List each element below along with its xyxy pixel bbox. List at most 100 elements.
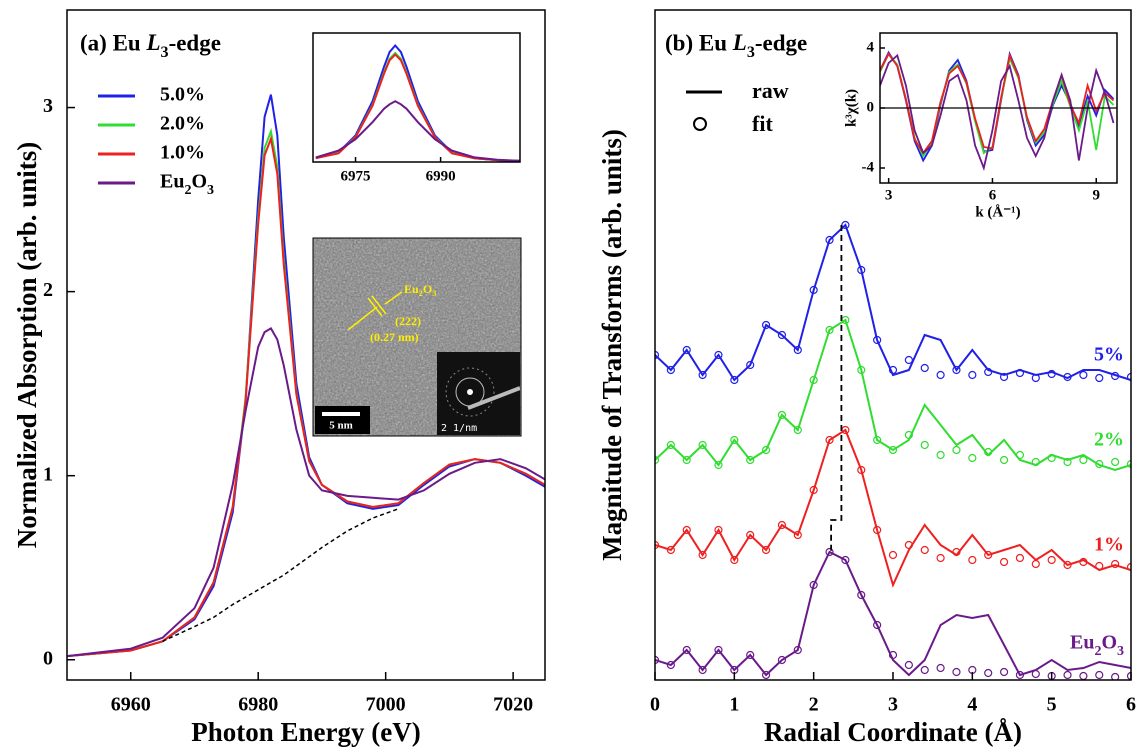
scale-bar-label: 5 nm xyxy=(329,420,353,432)
x-tick-label: 7020 xyxy=(493,694,533,716)
fit-point xyxy=(857,265,866,275)
fit-point xyxy=(936,663,945,673)
fit-point xyxy=(1031,559,1040,569)
lattice-arrow xyxy=(384,291,403,305)
fit-point xyxy=(952,365,961,375)
fit-point xyxy=(1111,457,1120,467)
inset-y-label: k³χ(k) xyxy=(843,89,859,127)
fit-point xyxy=(1031,457,1040,467)
fit-point xyxy=(968,555,977,565)
y-tick-label: 1 xyxy=(43,463,53,485)
fit-point xyxy=(682,345,691,355)
fit-point xyxy=(666,440,675,450)
phase-label: Eu2O3 xyxy=(404,282,436,299)
fit-point xyxy=(746,650,755,660)
axes-frame xyxy=(654,9,1132,681)
fit-point xyxy=(777,520,787,530)
fit-point xyxy=(1047,369,1056,379)
panel-title: (a) Eu L3-edge xyxy=(80,30,221,61)
raw-line xyxy=(655,550,1131,677)
fit-point xyxy=(655,540,660,550)
fit-point xyxy=(857,465,866,475)
inset-absorption-line xyxy=(315,100,520,162)
series-label: 5% xyxy=(1094,344,1124,366)
fit-point xyxy=(777,410,787,420)
fit-point xyxy=(1111,672,1120,680)
fit-point xyxy=(873,620,882,630)
plane-label: (222) xyxy=(395,314,421,328)
fit-point xyxy=(936,370,945,380)
fit-point xyxy=(730,435,739,445)
fit-point xyxy=(1095,459,1104,469)
fit-point xyxy=(1079,455,1088,465)
x-tick-label: 3 xyxy=(888,694,898,716)
series-label: Eu2O3 xyxy=(1070,632,1124,659)
fit-point xyxy=(761,445,771,455)
fit-point xyxy=(698,370,707,380)
lattice-mark xyxy=(367,297,383,317)
fit-point xyxy=(666,545,675,555)
legend-swatch xyxy=(693,117,707,131)
fit-point xyxy=(793,645,802,655)
y-tick-label: 2 xyxy=(43,279,53,301)
scale-bar-box xyxy=(315,406,370,434)
x-tick-label: 0 xyxy=(650,694,660,716)
fit-point xyxy=(984,668,993,678)
fit-point xyxy=(1126,459,1131,469)
fit-point xyxy=(968,370,977,380)
legend-label: fit xyxy=(752,111,773,136)
fit-point xyxy=(936,450,945,460)
fit-point xyxy=(1047,453,1056,463)
fit-point xyxy=(888,445,898,455)
absorption-line xyxy=(67,94,545,658)
axes-frame xyxy=(312,32,521,163)
x-tick-label: 5 xyxy=(1047,694,1057,716)
fit-point xyxy=(809,285,818,295)
fit-point xyxy=(746,360,755,370)
scale-bar xyxy=(322,412,360,416)
x-axis-label: Photon Energy (eV) xyxy=(191,717,420,747)
x-tick-label: 2 xyxy=(809,694,819,716)
fit-point xyxy=(682,645,691,655)
legend-label: 5.0% xyxy=(160,84,205,106)
beam-stop xyxy=(467,386,521,410)
fit-point xyxy=(746,455,755,465)
fit-point xyxy=(809,375,818,385)
fit-point xyxy=(904,430,913,440)
x-axis-label: Radial Coordinate (Å) xyxy=(764,717,1022,747)
fit-point xyxy=(904,355,913,365)
fit-point xyxy=(1063,457,1072,467)
fit-point xyxy=(793,345,802,355)
lattice-mark xyxy=(371,295,387,315)
chi-line xyxy=(880,52,1115,155)
fit-point xyxy=(920,440,929,450)
inset-absorption-line xyxy=(315,53,520,162)
fit-point xyxy=(1063,670,1072,680)
fit-point xyxy=(1063,372,1072,382)
fit-point xyxy=(873,525,882,535)
plot-area xyxy=(880,50,1115,172)
y-tick-label: 4 xyxy=(867,39,875,55)
fit-point xyxy=(714,460,723,470)
fit-point xyxy=(873,335,882,345)
x-tick-label: 1 xyxy=(729,694,739,716)
fit-point xyxy=(1079,370,1088,380)
fit-point xyxy=(1031,373,1040,383)
tem-image: 5 nm 2 1/nm Eu2O3 (222) (0.27 nm) xyxy=(312,237,522,437)
fit-point xyxy=(999,557,1009,567)
fit-point xyxy=(698,550,707,560)
x-tick-label: 7000 xyxy=(366,694,406,716)
fit-point xyxy=(825,435,834,445)
plot-area xyxy=(655,220,1131,680)
fit-point xyxy=(999,667,1009,677)
fit-point xyxy=(655,350,660,360)
fit-point xyxy=(968,453,977,463)
absorption-line xyxy=(67,135,545,658)
fit-point xyxy=(761,320,771,330)
x-tick-label: 9 xyxy=(1092,187,1100,203)
x-tick-label: 6 xyxy=(989,187,997,203)
legend-label: Eu2O3 xyxy=(160,171,214,198)
fit-point xyxy=(888,550,898,560)
lattice-arrow xyxy=(347,306,378,331)
fit-point xyxy=(857,365,866,375)
